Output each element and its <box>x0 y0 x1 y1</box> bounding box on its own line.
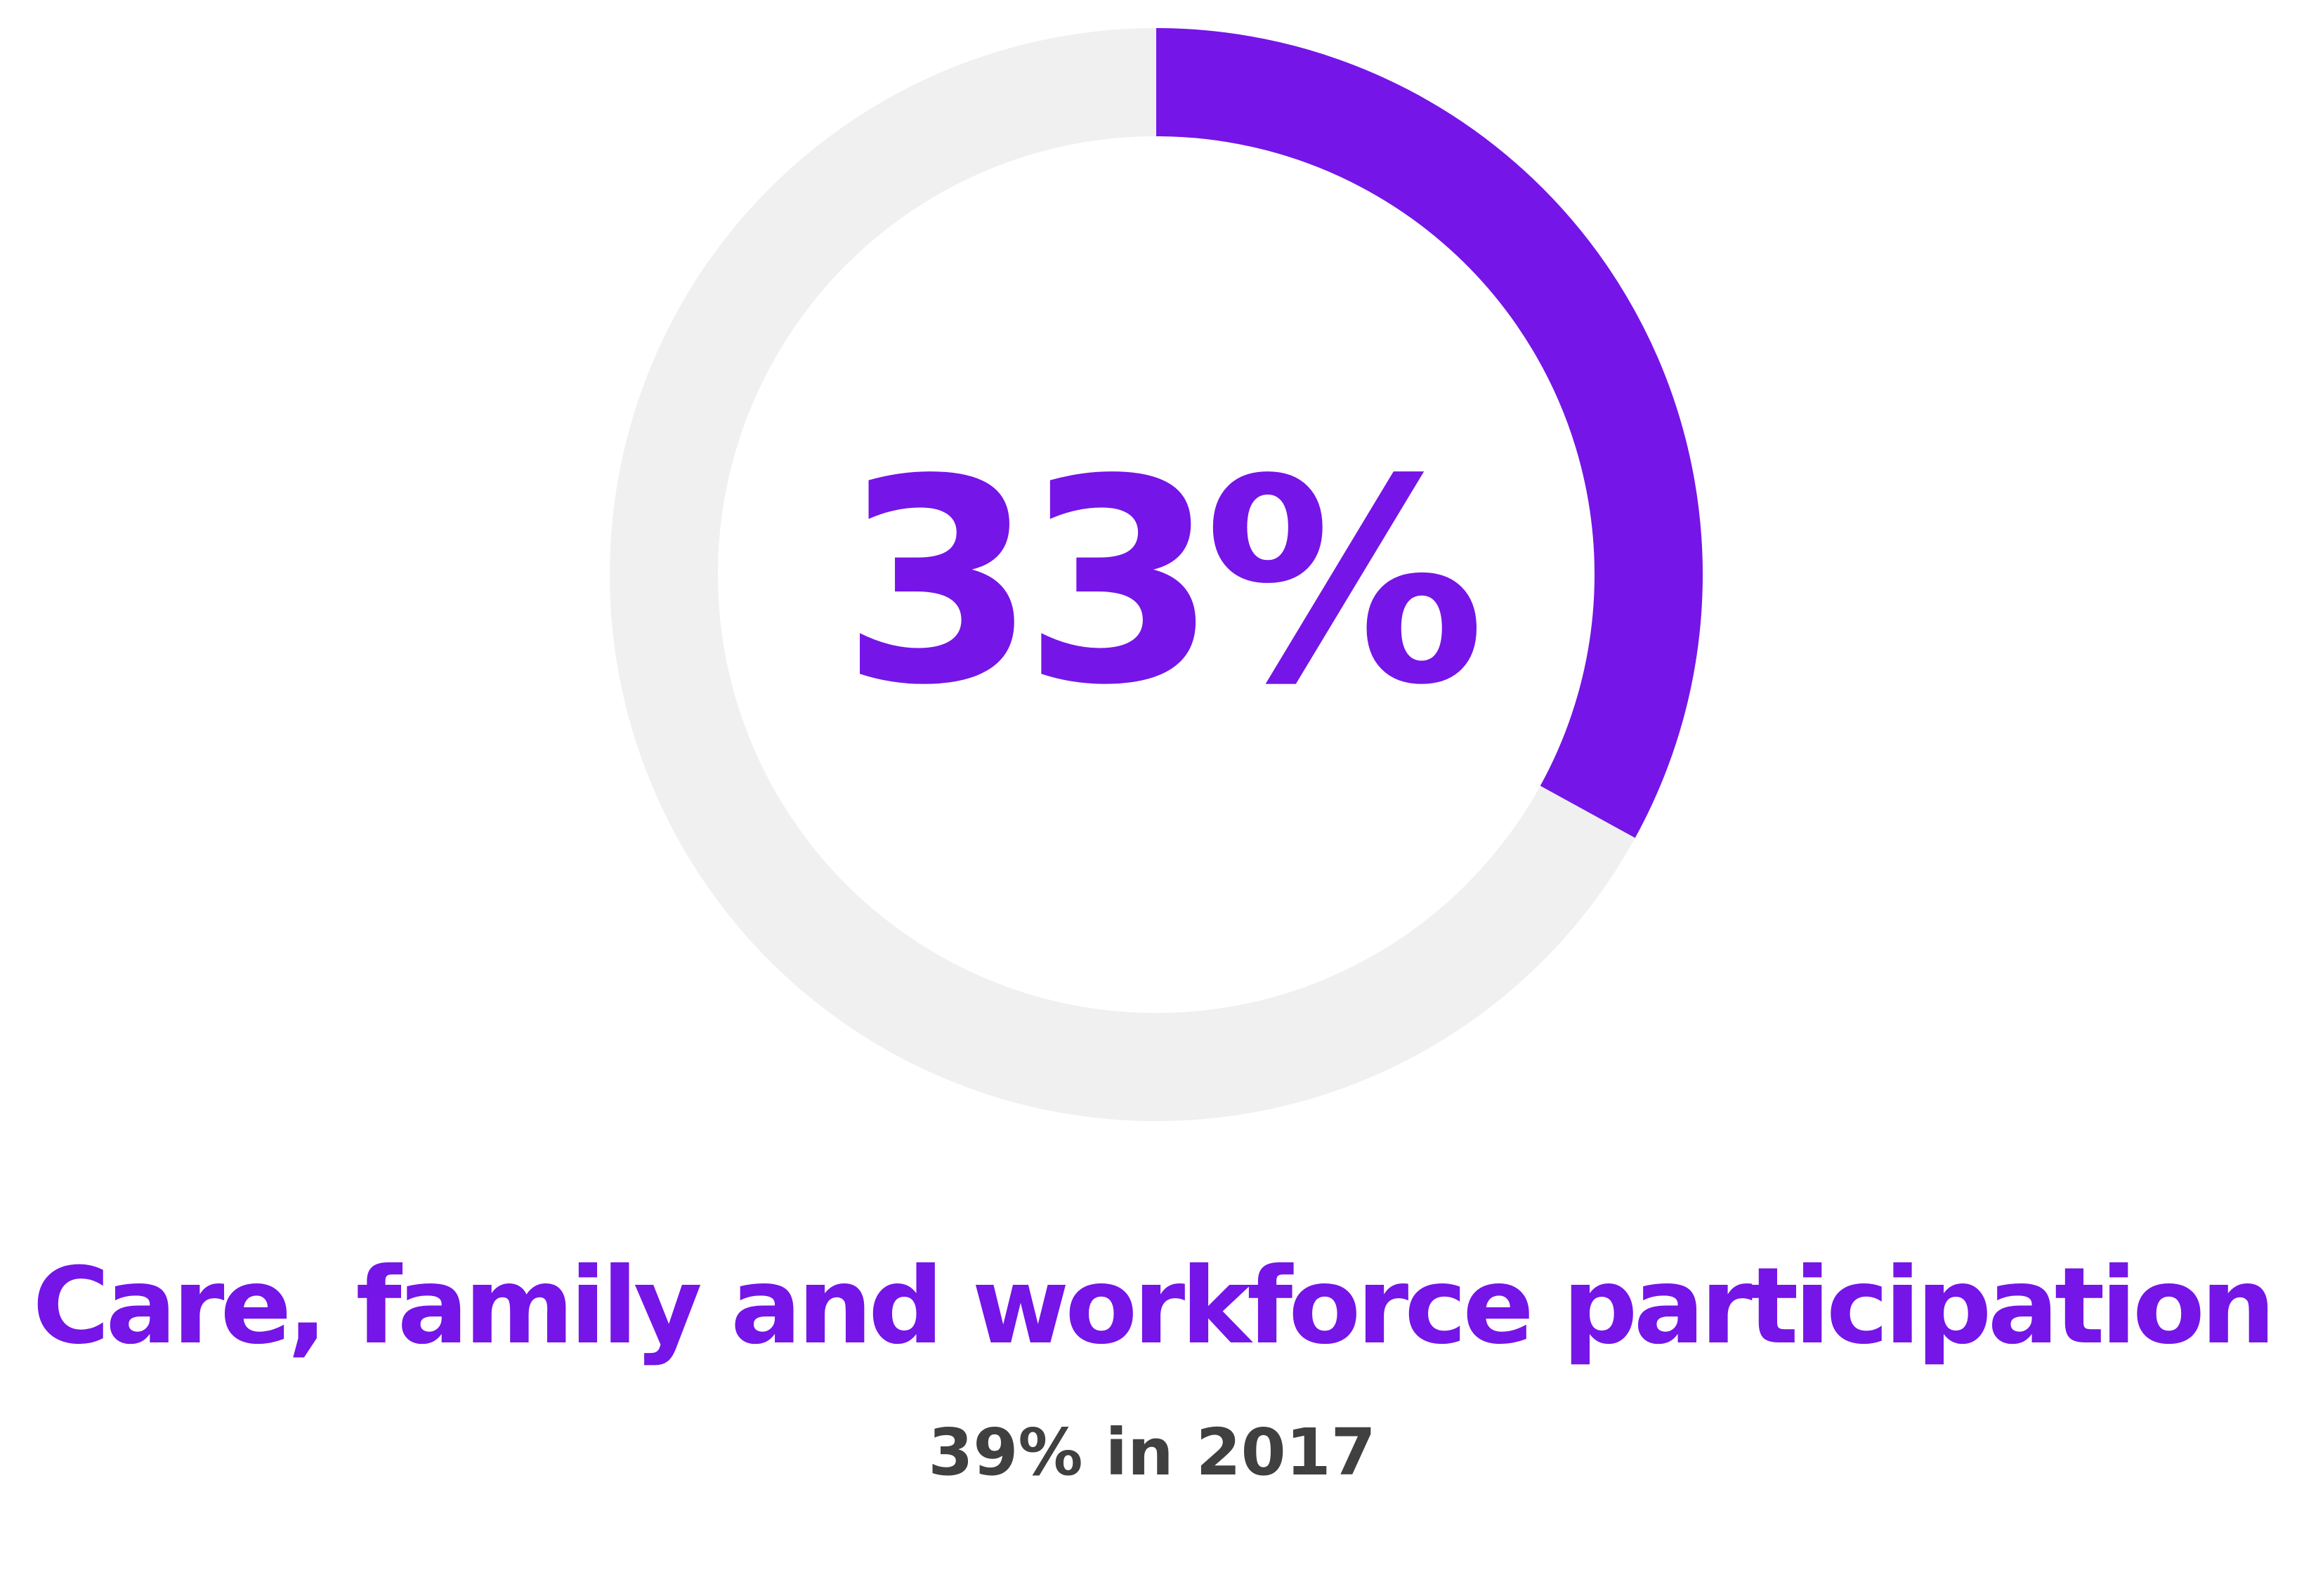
chart-title: Care, family and workforce participation <box>32 1245 2276 1368</box>
donut-center-value: 33% <box>841 420 1480 747</box>
chart-subtitle: 39% in 2017 <box>928 1415 1376 1490</box>
donut-value-arc <box>1156 28 1703 838</box>
